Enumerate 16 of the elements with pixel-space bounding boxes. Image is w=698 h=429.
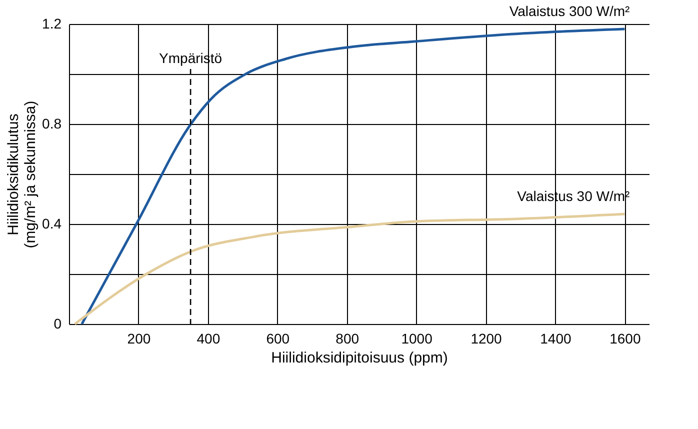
x-tick-label: 200 <box>127 330 151 346</box>
x-tick-label: 1000 <box>401 330 433 346</box>
x-axis-title: Hiilidioksidipitoisuus (ppm) <box>271 350 448 366</box>
line-series <box>74 212 626 326</box>
y-axis-title: Hiilidioksidikulutus (mg/m² ja sekunnissa) <box>5 100 40 248</box>
x-tick-label: 800 <box>336 330 360 346</box>
y-tick-label: 0.4 <box>42 216 62 232</box>
y-tick-label: 0 <box>54 316 62 332</box>
x-tick-label: 400 <box>196 330 220 346</box>
y-tick-label: 1.2 <box>42 16 62 32</box>
x-tick-label: 1400 <box>540 330 572 346</box>
x-tick-label: 600 <box>266 330 290 346</box>
y-tick-label: 0.8 <box>42 116 62 132</box>
x-tick-label: 1200 <box>470 330 502 346</box>
series-label: Valaistus 300 W/m² <box>509 3 630 19</box>
x-tick-label: 1600 <box>610 330 641 346</box>
